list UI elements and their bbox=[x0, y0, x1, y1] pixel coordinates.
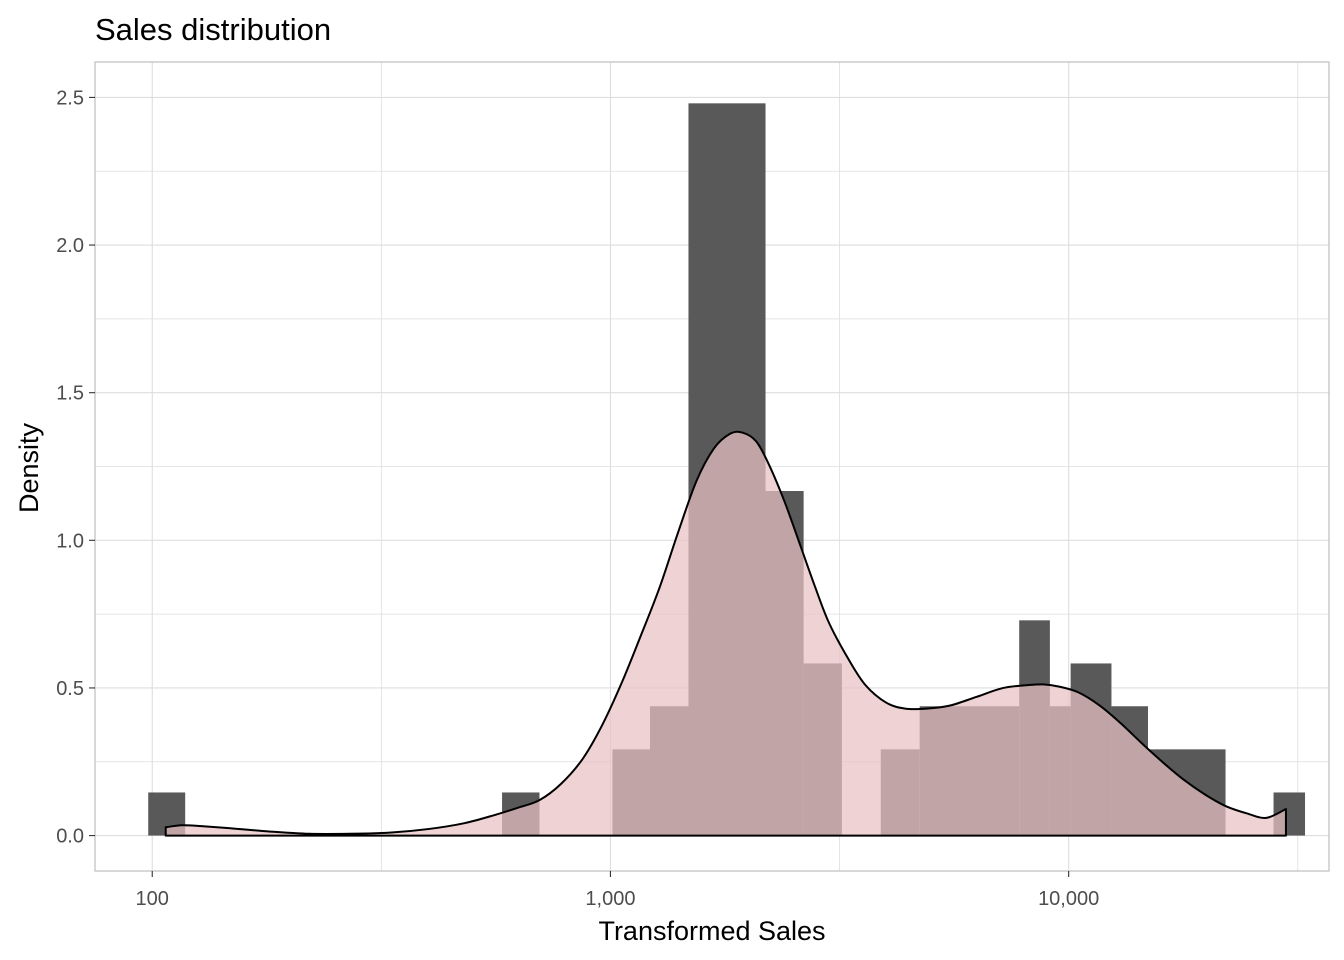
x-axis: 100 1,000 10,000 bbox=[136, 871, 1099, 910]
y-tick-label: 2.5 bbox=[56, 87, 84, 109]
chart-title: Sales distribution bbox=[95, 12, 331, 47]
x-tick-label: 10,000 bbox=[1038, 888, 1099, 910]
y-tick-label: 1.0 bbox=[56, 530, 84, 552]
panel-border bbox=[94, 61, 1330, 872]
x-tick-label: 100 bbox=[136, 888, 169, 910]
y-tick-label: 0.5 bbox=[56, 678, 84, 700]
y-tick-label: 1.5 bbox=[56, 383, 84, 405]
y-tick-label: 2.0 bbox=[56, 235, 84, 257]
x-axis-title: Transformed Sales bbox=[598, 916, 825, 946]
y-axis-title: Density bbox=[14, 422, 44, 513]
y-axis: 0.0 0.5 1.0 1.5 2.0 2.5 bbox=[56, 87, 95, 848]
density-line bbox=[164, 430, 1287, 837]
x-tick-label: 1,000 bbox=[585, 888, 635, 910]
plot-panel bbox=[94, 61, 1330, 872]
density-area bbox=[165, 431, 1286, 836]
y-tick-label: 0.0 bbox=[56, 826, 84, 848]
